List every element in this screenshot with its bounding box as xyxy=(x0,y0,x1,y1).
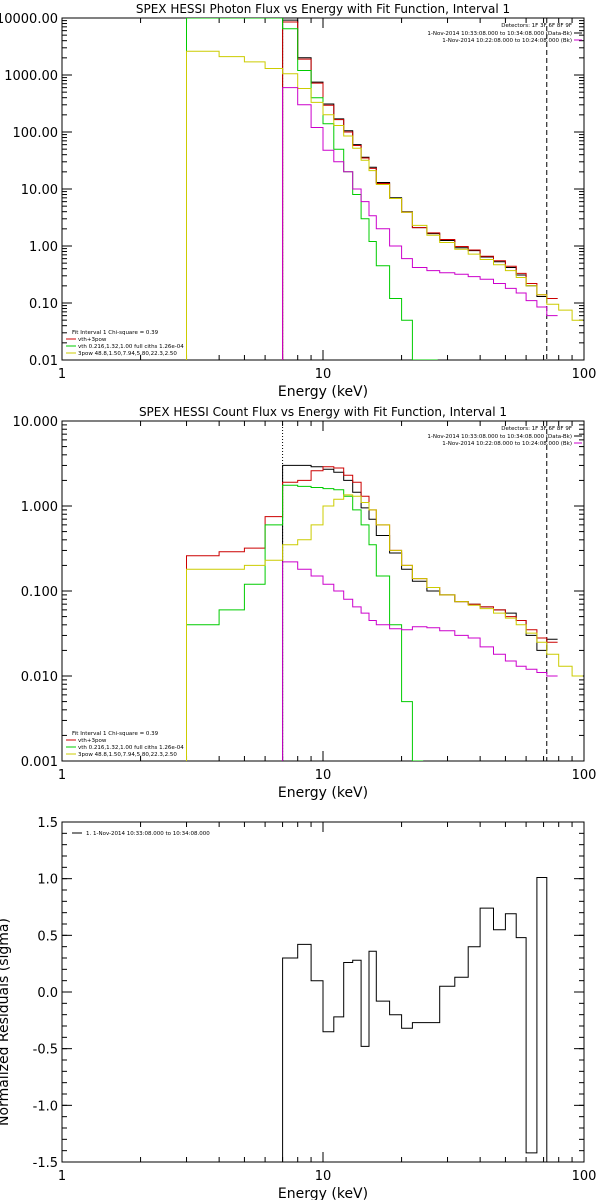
series-group xyxy=(282,877,558,1162)
series-line-1 xyxy=(282,19,558,360)
x-tick-label: 1 xyxy=(58,1169,66,1184)
chart-panel-3: 1 10 100 1.5 1.0 0.5 0.0 -0.5 -1.0 -1.5 Energy (ke… xyxy=(0,816,596,1200)
legend-top-entry: 1-Nov-2014 10:33:08.000 to 10:34:08.000 … xyxy=(427,434,572,440)
x-tick-label: 100 xyxy=(572,768,597,783)
y-tick-label: -1.0 xyxy=(33,1099,58,1114)
legend-entry: 1. 1-Nov-2014 10:33:08.000 to 10:34:08.0… xyxy=(86,831,210,837)
chart-panel-1: 1 10 100 10000.00 1000.00 100.00 10.00 1.00 0.10… xyxy=(0,2,596,400)
y-tick-label: -0.5 xyxy=(33,1043,58,1058)
x-axis-label: Energy (keV) xyxy=(278,384,368,400)
x-tick-label: 1 xyxy=(58,768,66,783)
legend-bottom-entry: vth 0.216,1.32,1.00 full ciths 1.26e-04 xyxy=(78,745,184,751)
y-tick-label: 0.5 xyxy=(37,929,58,944)
fit-info-label: Fit Interval 1 Chi-square = 0.39 xyxy=(72,731,159,737)
y-tick-label: 100.00 xyxy=(13,126,59,141)
series-line-1 xyxy=(282,464,558,761)
series-line-4 xyxy=(186,50,583,360)
x-tick-label: 10 xyxy=(315,1169,332,1184)
y-tick-label: 0.010 xyxy=(21,670,58,685)
x-tick-label: 10 xyxy=(315,367,332,382)
legend-bottom-entry: vth+3pow xyxy=(78,337,107,343)
series-line-2 xyxy=(282,21,558,360)
x-tick-label: 1 xyxy=(58,367,66,382)
y-tick-label: 1.0 xyxy=(37,873,58,888)
y-tick-label: -1.5 xyxy=(33,1156,58,1171)
chart-title: SPEX HESSI Photon Flux vs Energy with Fi… xyxy=(136,2,510,16)
chart-panel-2: 1 10 100 10.000 1.000 0.100 0.010 0.001 Energy (… xyxy=(13,405,597,801)
y-tick-label: 1.000 xyxy=(21,500,58,515)
legend-bottom-entry: 3pow 48.8,1.50,7.94,5.80,22.3,2.50 xyxy=(78,351,177,357)
chart-title: SPEX HESSI Count Flux vs Energy with Fit… xyxy=(139,405,507,419)
legend-top-entry: 1-Nov-2014 10:33:08.000 to 10:34:08.000 … xyxy=(427,31,572,37)
plot-frame xyxy=(61,420,585,762)
y-tick-label: 1.5 xyxy=(37,816,58,831)
series-line-1 xyxy=(282,877,558,1162)
legend-top-entry: 1-Nov-2014 10:22:08.000 to 10:24:08.000 … xyxy=(442,441,572,447)
y-tick-label: 0.001 xyxy=(21,755,58,770)
y-tick-label: 0.100 xyxy=(21,585,58,600)
plot-frame xyxy=(61,17,585,361)
x-axis-label: Energy (keV) xyxy=(278,1186,368,1200)
x-tick-label: 10 xyxy=(315,768,332,783)
x-tick-label: 100 xyxy=(572,1169,597,1184)
y-tick-label: 0.10 xyxy=(29,297,58,312)
series-line-4 xyxy=(186,494,583,761)
y-tick-label: 1000.00 xyxy=(4,69,58,84)
fit-info-label: Fit Interval 1 Chi-square = 0.39 xyxy=(72,330,159,336)
series-line-3 xyxy=(186,18,438,360)
x-axis-label: Energy (keV) xyxy=(278,785,368,801)
detectors-label: Detectors: 1F 3F 6F 8F 9F xyxy=(501,23,572,29)
legend-top-entry: 1-Nov-2014 10:22:08.000 to 10:24:08.000 … xyxy=(442,38,572,44)
legend-bottom-entry: vth 0.216,1.32,1.00 full ciths 1.26e-04 xyxy=(78,344,184,350)
y-tick-label: 10.000 xyxy=(13,415,59,430)
y-tick-label: 10000.00 xyxy=(0,12,58,27)
detectors-label: Detectors: 1F 3F 6F 8F 9F xyxy=(501,426,572,432)
legend-bottom-entry: 3pow 48.8,1.50,7.94,5.80,22.3,2.50 xyxy=(78,752,177,758)
series-line-5 xyxy=(282,561,558,761)
x-tick-label: 100 xyxy=(572,367,597,382)
y-axis-label: Normalized Residuals (sigma) xyxy=(0,918,12,1126)
y-tick-label: 10.00 xyxy=(21,183,58,198)
series-group xyxy=(186,18,583,360)
series-line-3 xyxy=(186,484,424,761)
y-tick-label: 0.0 xyxy=(37,986,58,1001)
series-line-2 xyxy=(186,466,558,761)
legend-bottom-entry: vth+3pow xyxy=(78,738,107,744)
y-tick-label: 1.00 xyxy=(29,240,58,255)
y-tick-label: 0.01 xyxy=(29,354,58,369)
series-group xyxy=(186,464,583,761)
series-line-5 xyxy=(282,87,558,360)
